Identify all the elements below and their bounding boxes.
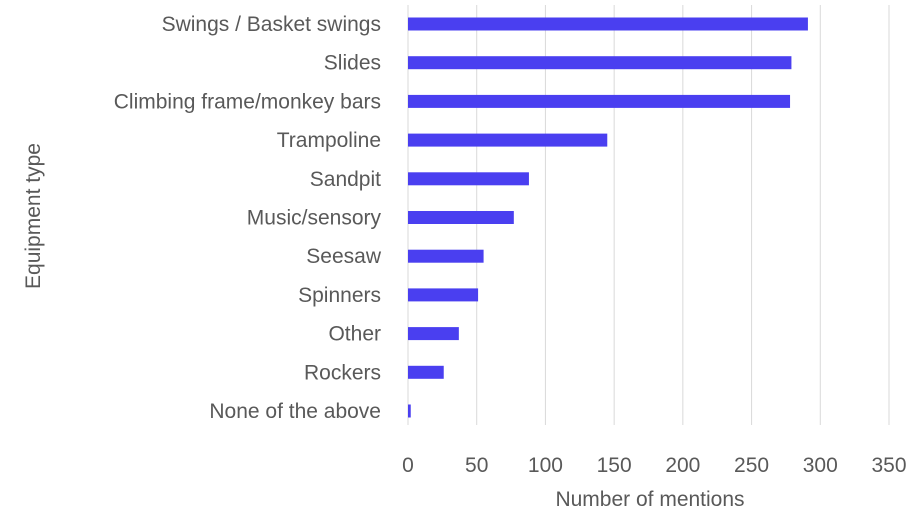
category-label: Swings / Basket swings <box>162 13 381 36</box>
bar <box>408 211 514 224</box>
y-axis-title: Equipment type <box>22 143 45 289</box>
bar <box>408 327 459 341</box>
bar <box>408 249 484 263</box>
category-label: Rockers <box>304 361 381 384</box>
x-tick-label: 300 <box>803 454 838 477</box>
x-tick-label: 150 <box>597 454 632 477</box>
category-label: None of the above <box>209 400 381 423</box>
x-axis-title: Number of mentions <box>555 488 744 511</box>
gridlines <box>407 5 890 425</box>
category-label: Other <box>328 323 381 346</box>
x-tick-label: 350 <box>871 454 906 477</box>
bar <box>408 288 479 302</box>
bar <box>408 404 411 418</box>
x-tick-labels: 0 50 100 150 200 250 300 350 <box>402 454 906 477</box>
category-label: Climbing frame/monkey bars <box>114 90 381 113</box>
bar <box>408 365 444 379</box>
x-tick-label: 200 <box>665 454 700 477</box>
bar <box>408 56 792 70</box>
category-label: Spinners <box>298 284 381 307</box>
x-tick-label: 50 <box>465 454 488 477</box>
bar <box>408 133 608 147</box>
category-label: Trampoline <box>277 129 381 152</box>
bars <box>408 17 808 418</box>
bar <box>408 17 808 31</box>
x-tick-label: 100 <box>528 454 563 477</box>
category-label: Music/sensory <box>247 207 382 230</box>
category-label: Slides <box>324 52 381 75</box>
bar <box>408 94 791 108</box>
category-labels: Swings / Basket swings Slides Climbing fra… <box>114 13 382 423</box>
category-label: Sandpit <box>310 168 381 191</box>
bar <box>408 172 529 186</box>
x-tick-label: 0 <box>402 454 414 477</box>
category-label: Seesaw <box>306 245 382 268</box>
x-tick-label: 250 <box>734 454 769 477</box>
